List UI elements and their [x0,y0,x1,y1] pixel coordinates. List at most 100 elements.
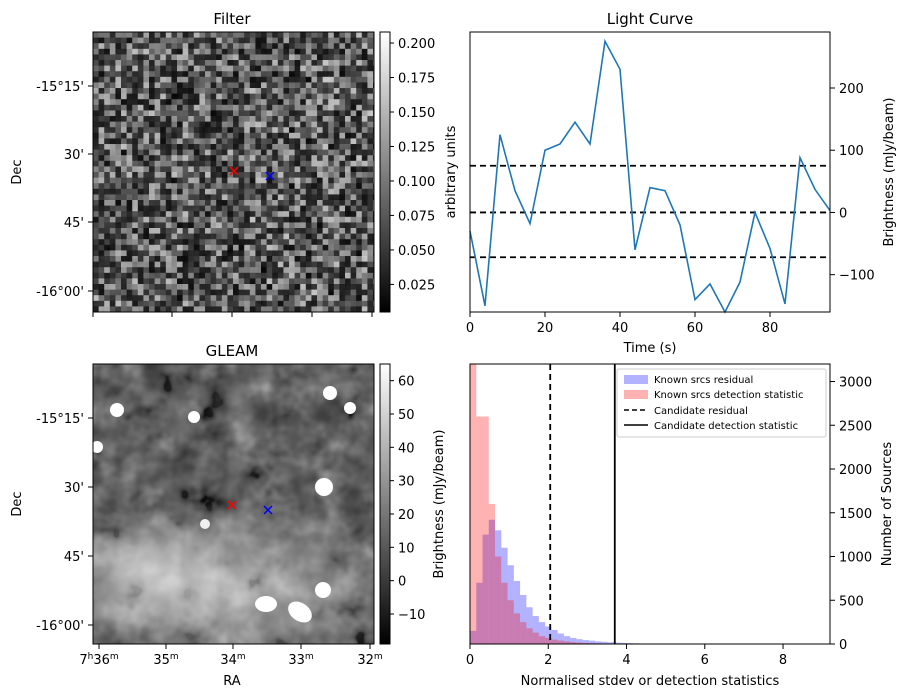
filter-pixel [104,278,111,285]
filter-pixel [261,216,267,223]
filter-pixel [216,211,223,218]
filter-pixel [317,295,323,302]
filter-pixel [109,200,116,206]
filter-pixel [261,121,267,128]
filter-pixel [216,177,223,184]
filter-pixel [300,37,307,44]
filter-pixel [115,166,122,173]
filter-pixel [266,200,273,206]
filter-pixel [221,155,228,162]
filter-pixel [98,250,105,257]
filter-pixel [272,93,279,100]
filter-pixel [244,116,251,122]
filter-pixel [238,200,245,206]
filter-pixel [121,211,127,218]
filter-pixel [160,132,167,139]
filter-pixel [137,216,144,223]
filter-pixel [294,127,301,134]
filter-pixel [154,127,161,134]
filter-pixel [305,261,312,268]
filter-pixel [339,37,346,44]
filter-pixel [109,183,116,190]
filter-pixel [255,149,262,156]
filter-pixel [160,37,167,44]
filter-pixel [205,200,211,206]
filter-pixel [171,216,178,223]
filter-pixel [210,93,217,100]
gleam-yaxis: -15°15' 30' 45' -16°00' Dec [10,412,93,634]
filter-pixel [238,222,245,229]
filter-pixel [356,71,363,78]
filter-pixel [238,289,245,296]
filter-pixel [177,99,183,106]
filter-pixel [115,222,122,229]
filter-pixel [216,76,223,83]
filter-pixel [171,54,178,61]
filter-pixel [193,93,200,100]
filter-pixel [221,256,228,262]
filter-pixel [182,200,189,206]
filter-pixel [266,295,273,302]
filter-pixel [272,228,279,234]
light-curve-axes-background [470,32,830,312]
filter-pixel [233,244,239,251]
filter-pixel [311,216,318,223]
filter-pixel [205,183,211,190]
filter-pixel [350,200,357,206]
filter-pixel [233,200,239,206]
filter-pixel [165,60,172,66]
filter-pixel [137,233,144,240]
filter-pixel [305,155,312,162]
filter-pixel [188,32,195,38]
filter-pixel [177,110,183,117]
filter-colorbar-scale [379,31,391,313]
filter-pixel [216,272,223,279]
filter-pixel [367,155,374,162]
filter-pixel [160,306,167,312]
filter-pixel [294,188,301,195]
filter-pixel [311,132,318,139]
filter-pixel [277,188,284,195]
filter-pixel [333,278,340,285]
filter-pixel [294,54,301,61]
filter-pixel [93,48,99,55]
filter-pixel [221,216,228,223]
filter-pixel [289,256,295,262]
filter-pixel [255,138,262,145]
filter-pixel [104,138,111,145]
filter-pixel [317,43,323,50]
filter-pixel [221,222,228,229]
filter-pixel [272,188,279,195]
filter-pixel [115,160,122,167]
filter-pixel [221,48,228,55]
filter-pixel [277,116,284,122]
histogram-bar-known-residual [526,607,533,644]
filter-pixel [333,116,340,122]
filter-pixel [121,205,127,212]
filter-pixel [294,261,301,268]
filter-pixel [205,127,211,134]
gleam-xtick-label: 33m [288,652,313,668]
filter-pixel [339,127,346,134]
gleam-xtick-label: 32m [357,652,382,668]
histogram-bar-known-residual [551,630,558,644]
filter-pixel [255,267,262,274]
filter-pixel [227,306,234,312]
filter-pixel [300,116,307,122]
filter-pixel [333,76,340,83]
filter-pixel [149,121,155,128]
filter-colorbar-tick-label: 0.125 [398,140,435,155]
filter-pixel [216,172,223,178]
filter-pixel [305,306,312,312]
filter-pixel [322,233,329,240]
filter-pixel [221,267,228,274]
filter-pixel [322,239,329,246]
filter-pixel [149,60,155,66]
filter-pixel [160,267,167,274]
filter-pixel [210,244,217,251]
filter-pixel [328,32,335,38]
filter-pixel [345,267,351,274]
filter-pixel [367,104,374,111]
filter-pixel [261,250,267,257]
filter-pixel [177,144,183,150]
